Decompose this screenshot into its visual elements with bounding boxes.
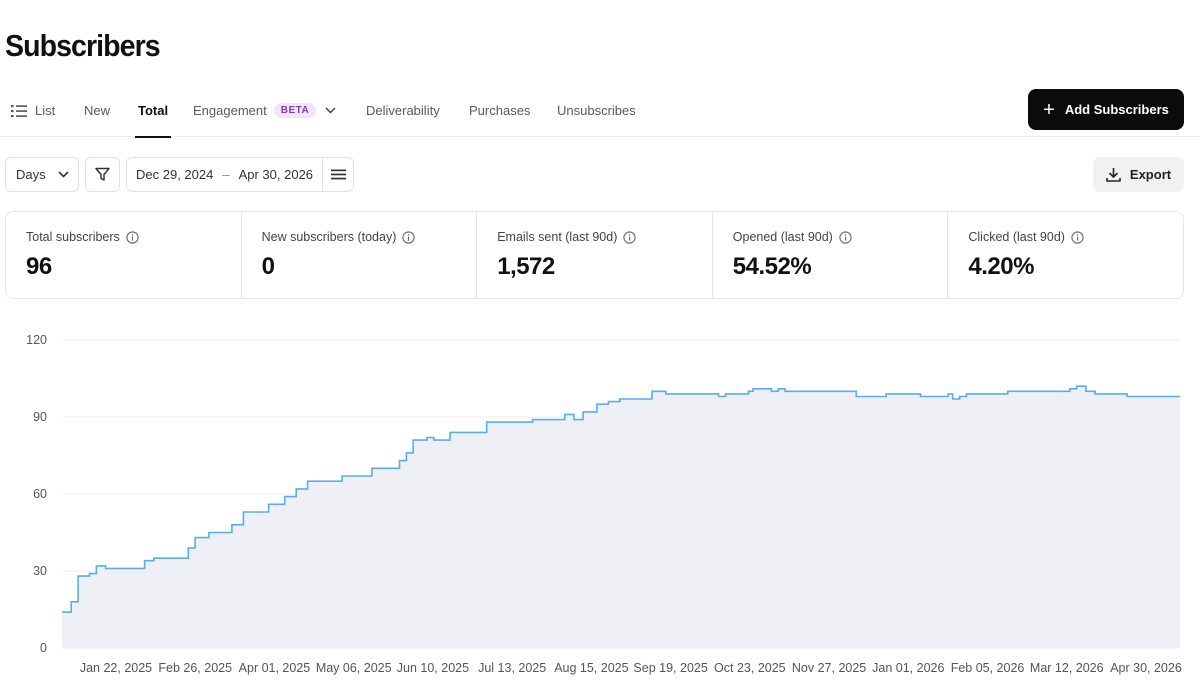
date-range-picker[interactable]: Dec 29, 2024 – Apr 30, 2026 [126,157,354,192]
date-start: Dec 29, 2024 [136,167,214,182]
download-icon [1106,167,1121,182]
tab-unsubscribes[interactable]: Unsubscribes [557,84,636,137]
beta-badge: BETA [273,103,317,118]
chart-svg: 0 30 60 90 120 Jan 22, 2025 Feb 26, 2025 Apr 01… [26,333,1182,675]
x-tick-label: Jan 22, 2025 [80,661,152,675]
x-tick-label: Sep 19, 2025 [633,661,707,675]
tab-unsubscribes-label: Unsubscribes [557,103,636,118]
x-tick-label: Feb 05, 2026 [951,661,1025,675]
stat-label: Opened (last 90d) [732,230,833,244]
tab-bar: List New Total Engagement BETA Deliverab… [0,84,1200,138]
stat-value: 0 [261,253,275,280]
stat-new-subscribers: New subscribers (today) 0 [242,212,478,298]
date-end: Apr 30, 2026 [238,167,314,182]
tab-deliverability[interactable]: Deliverability [366,84,440,137]
info-icon[interactable] [1071,230,1084,244]
date-separator: – [222,167,230,182]
filter-button[interactable] [85,157,120,192]
chevron-down-icon [58,171,69,178]
tab-new-label: New [84,103,111,118]
info-icon[interactable] [839,230,852,244]
x-tick-label: Jun 10, 2025 [397,661,469,675]
stat-label: New subscribers (today) [261,230,397,244]
tab-new[interactable]: New [84,84,110,137]
info-icon[interactable] [623,230,637,244]
x-tick-label: Jan 01, 2026 [872,661,944,675]
filter-icon [95,167,110,182]
info-icon[interactable] [126,230,139,244]
date-menu-button[interactable] [322,158,353,191]
y-tick-label: 30 [33,564,47,578]
stat-value: 96 [26,253,52,280]
stat-value: 4.20% [968,253,1034,280]
page-title: Subscribers [5,28,161,63]
export-label: Export [1129,167,1172,182]
x-tick-label: Apr 01, 2025 [239,661,311,675]
y-tick-label: 0 [40,641,47,655]
tab-total[interactable]: Total [135,84,172,138]
plus-icon: + [1043,98,1055,121]
tab-total-label: Total [138,103,169,118]
export-button[interactable]: Export [1093,157,1184,192]
x-tick-label: Jul 13, 2025 [478,661,546,675]
series-area [62,386,1180,648]
x-tick-label: Apr 30, 2026 [1110,661,1182,675]
list-icon [11,104,27,118]
x-tick-label: Aug 15, 2025 [554,661,628,675]
interval-select[interactable]: Days [5,157,79,192]
chevron-down-icon [325,107,336,114]
stat-clicked: Clicked (last 90d) 4.20% [948,212,1183,298]
interval-value: Days [16,167,46,182]
stat-label: Clicked (last 90d) [968,230,1065,244]
stat-value: 1,572 [497,253,555,280]
stat-emails-sent: Emails sent (last 90d) 1,572 [477,212,713,298]
tab-list-label: List [35,103,56,118]
stat-total-subscribers: Total subscribers 96 [6,212,242,298]
y-tick-label: 120 [26,333,47,347]
add-subscribers-button[interactable]: + Add Subscribers [1028,89,1184,130]
stat-label: Emails sent (last 90d) [497,230,618,244]
tab-engagement[interactable]: Engagement BETA [193,84,336,137]
tab-deliverability-label: Deliverability [366,103,440,118]
menu-icon [330,169,346,180]
x-tick-label: Feb 26, 2025 [158,661,232,675]
info-icon[interactable] [402,230,416,244]
x-tick-label: Oct 23, 2025 [714,661,786,675]
tab-purchases-label: Purchases [469,103,531,118]
tab-list[interactable]: List [11,84,55,137]
x-tick-label: May 06, 2025 [316,661,392,675]
tab-purchases[interactable]: Purchases [469,84,530,137]
stat-label: Total subscribers [26,230,120,244]
series-line [62,385,1180,613]
stat-value: 54.52% [732,253,812,280]
y-tick-label: 90 [33,410,47,424]
x-tick-label: Mar 12, 2026 [1030,661,1104,675]
stats-panel: Total subscribers 96 New subscribers (to… [5,211,1184,299]
add-subscribers-label: Add Subscribers [1064,102,1169,117]
y-tick-label: 60 [33,487,47,501]
tab-engagement-label: Engagement [193,103,267,118]
stat-opened: Opened (last 90d) 54.52% [713,212,949,298]
x-tick-label: Nov 27, 2025 [792,661,866,675]
subscribers-chart: 0 30 60 90 120 Jan 22, 2025 Feb 26, 2025 Apr 01… [0,320,1200,681]
